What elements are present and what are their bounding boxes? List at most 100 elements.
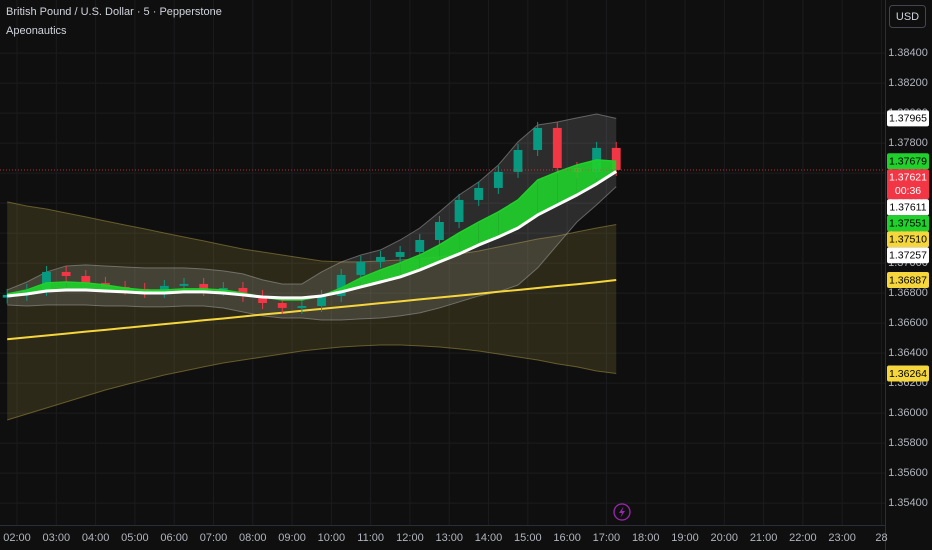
y-tick-label: 1.36800 [888, 287, 928, 299]
x-tick-label: 09:00 [278, 532, 306, 544]
band-edge [7, 344, 617, 421]
price-tag: 1.37611 [887, 199, 929, 216]
axes: 1.384001.382001.380001.378001.376001.374… [3, 47, 929, 544]
x-tick-label: 15:00 [514, 532, 542, 544]
price-tag-box [887, 247, 929, 264]
y-tick-label: 1.35400 [888, 497, 928, 509]
candle-body [2, 294, 12, 298]
price-tag-label: 1.37257 [889, 250, 927, 262]
x-tick-label: 10:00 [318, 532, 346, 544]
x-tick-label: 21:00 [750, 532, 778, 544]
candle-body [493, 171, 503, 188]
band-edge [7, 186, 617, 321]
x-tick-label: 28 [875, 532, 887, 544]
price-tag-label: 1.37551 [889, 218, 927, 230]
candle-body [415, 240, 425, 252]
price-tag-box [887, 231, 929, 248]
plot-area [0, 0, 885, 525]
y-tick-label: 1.36600 [888, 317, 928, 329]
price-tag-label: 1.36887 [889, 274, 927, 286]
x-tick-label: 23:00 [828, 532, 856, 544]
candle-body [277, 303, 287, 308]
price-tag-box [887, 153, 929, 170]
candle-body [376, 256, 385, 262]
chart-title: British Pound / U.S. Dollar · 5 · Pepper… [6, 6, 222, 18]
price-tag-label: 1.37965 [889, 113, 927, 125]
x-tick-label: 17:00 [593, 532, 621, 544]
candle-body [474, 187, 484, 200]
x-tick-label: 02:00 [3, 532, 31, 544]
moving-average [7, 170, 618, 300]
price-tag: 1.36264 [887, 365, 929, 382]
x-tick-label: 14:00 [475, 532, 503, 544]
price-tag: 1.37510 [887, 231, 929, 248]
currency-label[interactable]: USD [896, 11, 919, 23]
ribbon-segment [66, 282, 86, 290]
events-icon[interactable] [613, 503, 631, 521]
currency-button-frame[interactable] [889, 5, 926, 28]
x-tick-label: 12:00 [396, 532, 424, 544]
price-tag-box [887, 169, 929, 200]
x-tick-label: 13:00 [435, 532, 463, 544]
band-fill [7, 201, 617, 420]
x-tick-label: 22:00 [789, 532, 817, 544]
x-tick-label: 18:00 [632, 532, 660, 544]
price-tag-box [887, 272, 929, 289]
candle-body [611, 147, 621, 170]
price-tag: 1.37965 [887, 110, 929, 127]
x-tick-label: 05:00 [121, 532, 149, 544]
x-tick-label: 16:00 [553, 532, 581, 544]
y-tick-label: 1.38200 [888, 77, 928, 89]
price-tag: 1.36887 [887, 272, 929, 289]
events-icon-bolt[interactable] [619, 506, 625, 518]
y-tick-label: 1.35600 [888, 467, 928, 479]
y-tick-label: 1.35800 [888, 437, 928, 449]
price-tag-box [887, 365, 929, 382]
x-tick-label: 19:00 [671, 532, 699, 544]
price-tag-label: 1.37621 [889, 172, 927, 184]
band-edge [7, 201, 617, 263]
x-tick-label: 06:00 [160, 532, 188, 544]
price-tag-label: 1.37679 [889, 156, 927, 168]
price-tag: 1.37679 [887, 153, 929, 170]
price-tag-label: 1.37611 [889, 202, 926, 214]
x-tick-label: 03:00 [43, 532, 71, 544]
price-tag-box [887, 215, 929, 232]
x-tick-label: 20:00 [711, 532, 739, 544]
y-tick-label: 1.37800 [888, 137, 928, 149]
candle-body [81, 276, 91, 283]
ribbon-segment [518, 180, 538, 228]
x-tick-label: 07:00 [200, 532, 228, 544]
candle-body [434, 222, 444, 240]
price-tag: 1.37257 [887, 247, 929, 264]
y-tick-label: 1.36000 [888, 407, 928, 419]
candle-body [317, 295, 326, 306]
x-tick-label: 04:00 [82, 532, 110, 544]
candle-body [258, 295, 268, 303]
candle-body [199, 283, 209, 290]
candle-body [238, 288, 248, 296]
candle-body [533, 127, 543, 150]
candle-body [356, 261, 366, 275]
ribbon-segment [537, 171, 558, 215]
y-tick-label: 1.36400 [888, 347, 928, 359]
price-tag-label: 1.36264 [889, 368, 927, 380]
countdown: 00:36 [895, 185, 921, 197]
price-tag-box [887, 110, 929, 127]
moving-average [7, 279, 617, 341]
x-tick-label: 11:00 [357, 532, 384, 544]
currency-button[interactable]: USD [889, 5, 926, 28]
candle-body [61, 271, 71, 276]
price-tag-box [887, 199, 929, 216]
events-icon-ring[interactable] [613, 503, 631, 521]
candle-body [159, 285, 169, 292]
candle-body [552, 127, 562, 168]
ribbon-segment [341, 277, 361, 292]
candle-body [218, 288, 228, 290]
price-tag-label: 1.37510 [889, 234, 927, 246]
band-fill [7, 114, 617, 320]
indicator-name: Apeonautics [6, 25, 67, 37]
